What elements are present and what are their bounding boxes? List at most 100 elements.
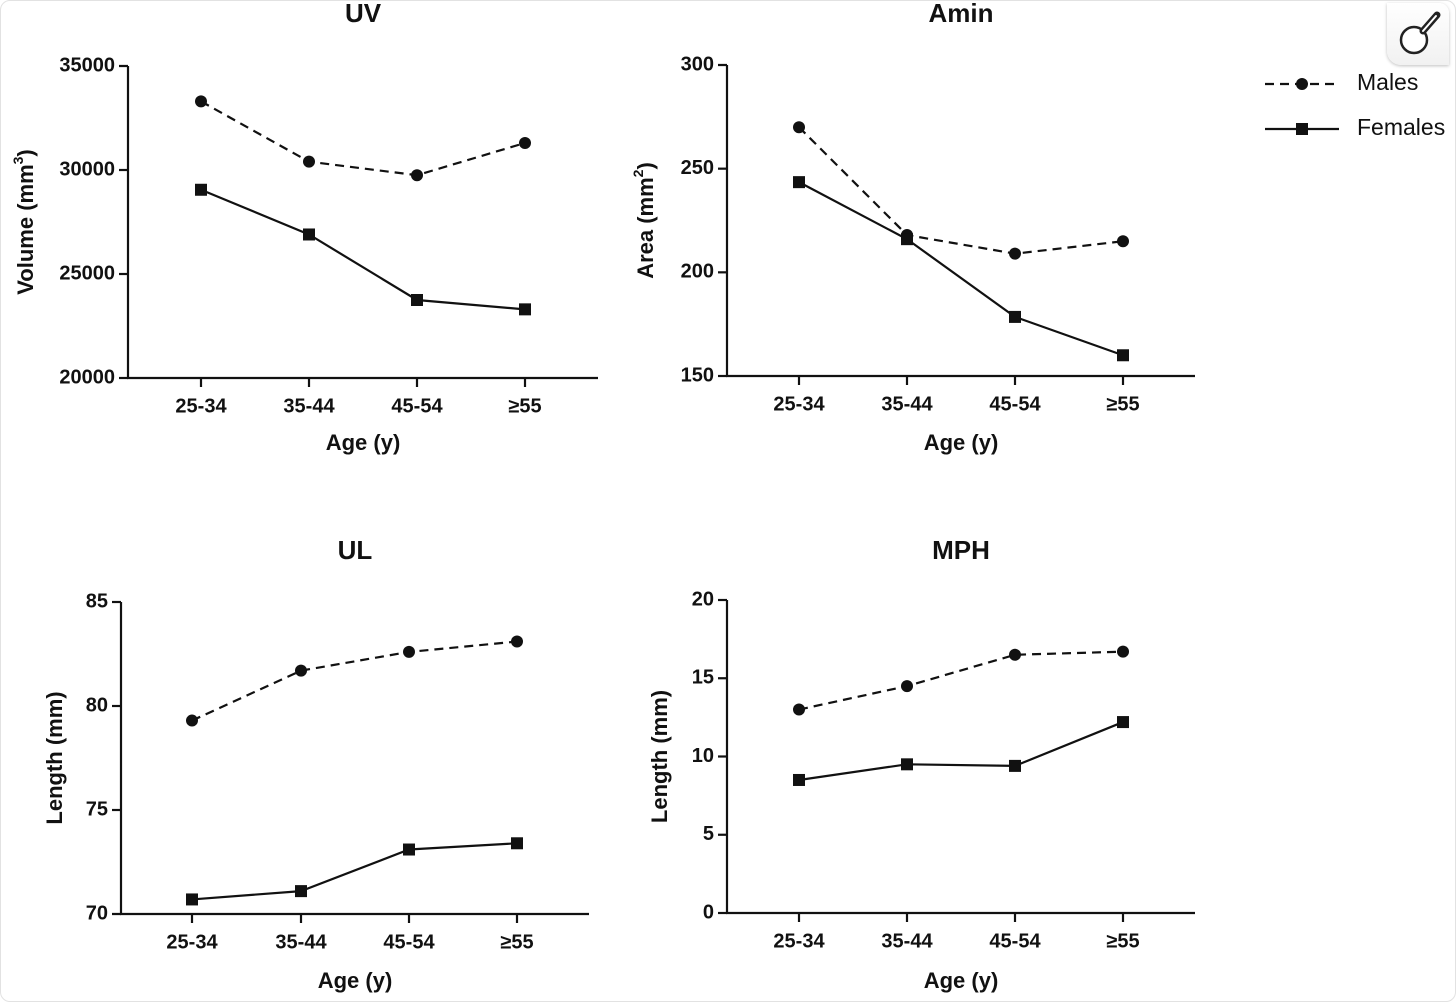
y-tick-label: 300 (681, 53, 714, 75)
data-point-circle (303, 155, 315, 168)
y-axis-label: Length (mm) (647, 690, 672, 823)
series-males (793, 121, 1129, 260)
chart-title: UL (338, 535, 373, 565)
series-males (793, 645, 1129, 716)
y-axis-label-suffix: ) (13, 149, 38, 156)
y-axis-label-text: Area (mm (633, 177, 658, 278)
y-axis-label: Area (mm2) (630, 162, 658, 279)
y-tick-label: 85 (86, 590, 108, 612)
chart-title: MPH (932, 535, 990, 565)
data-point-square (411, 294, 423, 306)
y-axis-label-text: Volume (mm (13, 164, 38, 294)
y-axis-label-text: Length (mm) (647, 690, 672, 823)
x-tick-label: ≥55 (500, 931, 533, 953)
data-point-circle (901, 680, 913, 693)
magnifier-icon (1399, 11, 1441, 55)
x-axis-label: Age (y) (924, 430, 999, 455)
series-females (793, 716, 1129, 786)
data-point-square (901, 233, 913, 246)
x-tick-label: ≥55 (1106, 393, 1139, 415)
data-point-square (1117, 349, 1129, 362)
zoom-button[interactable] (1387, 3, 1449, 65)
y-axis-label-sup: 3 (10, 156, 26, 164)
y-tick-label: 0 (703, 901, 714, 923)
data-point-circle (1117, 235, 1129, 248)
data-point-square (793, 773, 805, 786)
y-tick-label: 70 (86, 902, 108, 924)
x-tick-label: 45-54 (391, 395, 443, 417)
series-females-line (798, 181, 1124, 357)
data-point-circle (1009, 247, 1021, 260)
y-axis-label: Length (mm) (42, 691, 67, 824)
x-axis-label: Age (y) (326, 430, 401, 455)
y-tick-label: 5 (703, 823, 714, 845)
data-point-circle (1117, 645, 1129, 658)
series-males (186, 635, 523, 727)
x-axis-label: Age (y) (924, 968, 999, 993)
y-tick-label: 250 (681, 157, 714, 179)
chart-title: UV (345, 1, 382, 28)
chart-uv: UV 20000 25000 30000 35000 25-34 35-44 45-54 ≥55… (10, 1, 598, 455)
y-tick-label: 150 (681, 364, 714, 386)
series-females (195, 183, 531, 316)
legend-females-marker (1296, 123, 1308, 135)
legend-males-marker (1296, 78, 1308, 90)
data-point-square (519, 303, 531, 316)
x-axis-label: Age (y) (318, 968, 393, 993)
chart-title: Amin (929, 1, 994, 28)
x-tick-label: 25-34 (773, 930, 825, 952)
data-point-square (793, 176, 805, 189)
chart-mph: MPH 0 5 10 15 20 25-34 35-44 45-54 ≥55 Age (y) Leng… (647, 535, 1195, 993)
x-tick-label: 35-44 (881, 930, 933, 952)
x-tick-label: 25-34 (773, 393, 825, 415)
y-axis-label-text: Length (mm) (42, 691, 67, 824)
x-tick-label: 45-54 (989, 393, 1041, 415)
x-tick-label: 25-34 (175, 395, 227, 417)
data-point-square (511, 837, 523, 850)
data-point-square (901, 758, 913, 771)
x-tick-label: 45-54 (383, 931, 435, 953)
series-females-line (191, 842, 518, 901)
y-axis-label: Volume (mm3) (10, 149, 38, 295)
legend-males-label: Males (1357, 69, 1418, 95)
x-tick-label: 25-34 (166, 931, 218, 953)
y-axis-label-sup: 2 (630, 169, 646, 177)
x-tick-label: 45-54 (989, 930, 1041, 952)
x-tick-label: 35-44 (881, 393, 933, 415)
data-point-circle (793, 703, 805, 716)
series-females-line (200, 188, 526, 311)
y-tick-label: 20 (692, 588, 714, 610)
data-point-circle (195, 95, 207, 108)
chart-ul: UL 70 75 80 85 25-34 35-44 45-54 ≥55 Age (y) Lengt… (42, 535, 589, 993)
y-tick-label: 10 (692, 745, 714, 767)
data-point-circle (1009, 648, 1021, 661)
legend: Males Females (1265, 69, 1445, 140)
x-tick-label: ≥55 (1106, 930, 1139, 952)
data-point-square (295, 885, 307, 898)
data-point-square (195, 183, 207, 196)
series-males-line (191, 640, 518, 722)
data-point-square (1117, 716, 1129, 729)
series-females (186, 837, 523, 906)
data-point-circle (511, 635, 523, 648)
y-tick-label: 15 (692, 667, 714, 689)
y-tick-label: 200 (681, 261, 714, 283)
y-tick-label: 35000 (59, 54, 115, 76)
chart-amin: Amin 150 200 250 300 25-34 35-44 45-54 ≥55 Age (y… (630, 1, 1195, 455)
series-males (195, 95, 531, 182)
legend-females-label: Females (1357, 114, 1445, 140)
data-point-square (1009, 310, 1021, 323)
series-females-line (798, 721, 1124, 782)
data-point-square (1009, 759, 1021, 772)
data-point-circle (186, 714, 198, 727)
x-tick-label: 35-44 (275, 931, 327, 953)
data-point-circle (411, 169, 423, 182)
series-males-line (200, 100, 526, 177)
data-point-circle (519, 136, 531, 149)
y-tick-label: 30000 (59, 158, 115, 180)
data-point-circle (793, 121, 805, 134)
data-point-square (303, 228, 315, 241)
data-point-circle (403, 645, 415, 658)
